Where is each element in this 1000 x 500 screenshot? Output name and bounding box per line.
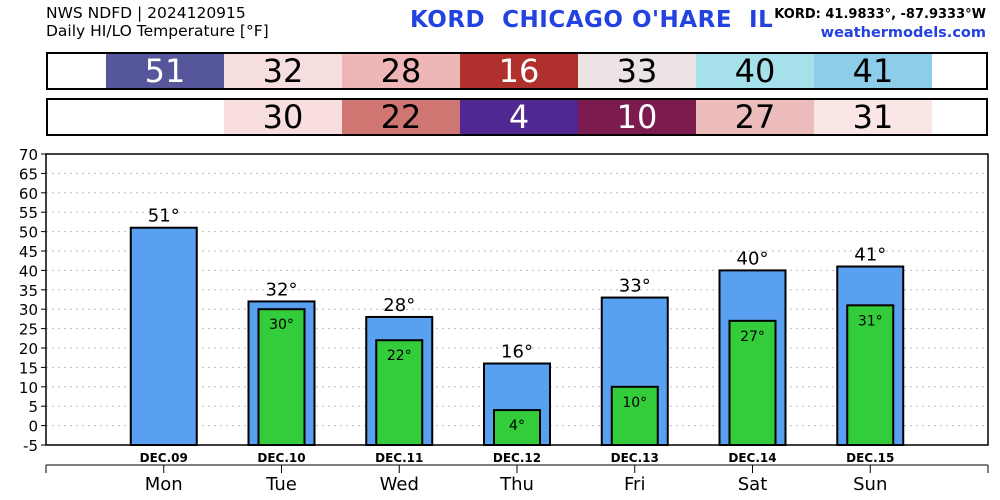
day-label: Sun: [853, 474, 887, 495]
hi-temp-cell: 32: [224, 52, 342, 90]
y-tick-label: -5: [23, 437, 38, 455]
lo-temp-cell: 22: [342, 98, 460, 136]
lo-temp-cell: 30: [224, 98, 342, 136]
y-tick-label: 15: [19, 359, 38, 377]
hi-bar-label: 51°: [148, 206, 180, 227]
y-tick-label: 5: [28, 398, 38, 416]
y-tick-label: 55: [19, 204, 38, 222]
x-tick-label: DEC.12: [493, 451, 541, 465]
hi-temp-cell: 40: [696, 52, 814, 90]
day-label: Tue: [265, 474, 297, 495]
y-tick-label: 60: [19, 185, 38, 203]
day-label: Fri: [624, 474, 645, 495]
day-label: Thu: [499, 474, 534, 495]
hi-bar-label: 41°: [854, 245, 886, 266]
lo-bar-label: 10°: [622, 395, 647, 411]
day-label: Wed: [380, 474, 419, 495]
x-tick-label: DEC.09: [140, 451, 188, 465]
y-tick-label: 65: [19, 165, 38, 183]
site-link[interactable]: weathermodels.com: [820, 25, 986, 41]
day-label: Mon: [145, 474, 183, 495]
lo-temp-row: 30 22 4 10 27 31: [46, 98, 988, 136]
header-left: NWS NDFD | 2024120915 Daily HI/LO Temper…: [46, 4, 269, 40]
source-label: NWS NDFD | 2024120915: [46, 4, 246, 22]
hi-temp-cell: 33: [578, 52, 696, 90]
lo-bar: [375, 339, 424, 446]
lo-temp-cell: 31: [814, 98, 932, 136]
lo-bar: [846, 304, 895, 446]
y-tick-label: 45: [19, 243, 38, 261]
hi-bar-label: 40°: [737, 248, 769, 269]
hi-temp-row: 51 32 28 16 33 40 41: [46, 52, 988, 90]
y-tick-label: 35: [19, 282, 38, 300]
y-tick-label: 10: [19, 379, 38, 397]
lo-bar-label: 27°: [740, 329, 765, 345]
x-tick-label: DEC.13: [611, 451, 659, 465]
y-tick-label: 50: [19, 224, 38, 242]
x-tick-label: DEC.10: [257, 451, 305, 465]
hi-temp-cell: 41: [814, 52, 932, 90]
lo-bar: [257, 308, 306, 447]
station-title: KORD CHICAGO O'HARE IL: [410, 7, 774, 33]
lo-temp-cell: 4: [460, 98, 578, 136]
hi-bar-label: 33°: [619, 276, 651, 297]
lo-bar-label: 31°: [858, 313, 883, 329]
x-tick-label: DEC.15: [846, 451, 894, 465]
hi-temp-cell: 28: [342, 52, 460, 90]
y-tick-label: 20: [19, 340, 38, 358]
hi-temp-cell: 16: [460, 52, 578, 90]
lo-bar-label: 30°: [269, 317, 294, 333]
coords-label: KORD: 41.9833°, -87.9333°W: [774, 7, 986, 22]
y-tick-label: 70: [19, 146, 38, 164]
lo-temp-cell: 10: [578, 98, 696, 136]
y-tick-label: 40: [19, 262, 38, 280]
lo-bar-label: 4°: [509, 418, 525, 434]
day-label: Sat: [738, 474, 768, 495]
hi-bar-label: 28°: [383, 295, 415, 316]
hi-temp-cell: 51: [106, 52, 224, 90]
lo-temp-cell: [106, 100, 224, 134]
y-tick-label: 0: [28, 418, 38, 436]
lo-bar-label: 22°: [387, 348, 412, 364]
hi-bar-label: 32°: [266, 279, 298, 300]
hi-bar-label: 16°: [501, 342, 533, 363]
lo-bar: [610, 385, 659, 446]
x-tick-label: DEC.14: [728, 451, 776, 465]
y-tick-label: 30: [19, 301, 38, 319]
hi-bar: [129, 226, 198, 446]
x-tick-label: DEC.11: [375, 451, 423, 465]
y-tick-label: 25: [19, 321, 38, 339]
lo-bar: [493, 409, 541, 446]
lo-bar: [728, 319, 777, 446]
chart-subtitle: Daily HI/LO Temperature [°F]: [46, 22, 269, 40]
header-right: KORD: 41.9833°, -87.9333°W weathermodels…: [774, 5, 986, 43]
lo-temp-cell: 27: [696, 98, 814, 136]
